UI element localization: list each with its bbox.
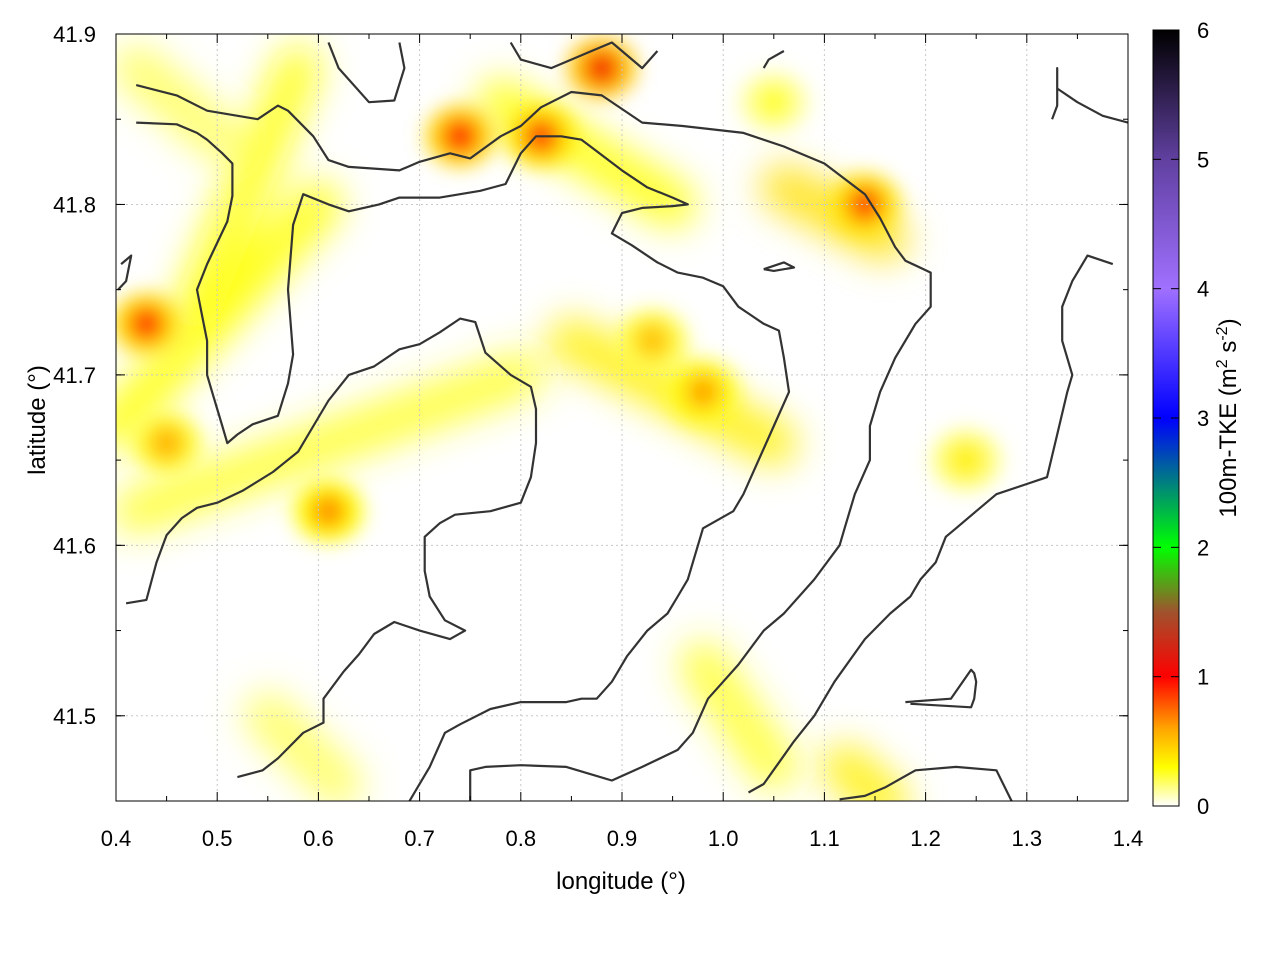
terrain-contour-line <box>135 84 932 801</box>
terrain-contour-line <box>839 765 1013 801</box>
tke-hotspot <box>948 442 985 479</box>
x-tick-label: 0.6 <box>303 826 334 851</box>
colorbar-ticks: 0 1 2 3 4 5 6 <box>1153 18 1209 819</box>
terrain-contour-line <box>905 668 978 709</box>
tke-hotspot <box>128 305 165 342</box>
x-tick-label: 1.3 <box>1012 826 1043 851</box>
x-tick-label: 0.8 <box>506 826 537 851</box>
terrain-contour-line <box>509 41 659 70</box>
x-axis-ticks: 0.4 0.5 0.6 0.7 0.8 0.9 1.0 1.1 1.2 1.3 1.4 <box>101 34 1144 851</box>
y-tick-label: 41.7 <box>53 363 96 388</box>
colorbar-title: 100m-TKE (m2 s-2) <box>1214 318 1242 517</box>
x-tick-label: 1.4 <box>1113 826 1144 851</box>
y-tick-label: 41.5 <box>53 704 96 729</box>
terrain-contour-line <box>117 254 133 291</box>
tke-band <box>244 692 362 801</box>
tke-hotspot <box>634 322 671 359</box>
y-axis-ticks: 41.5 41.6 41.7 41.8 41.9 <box>53 22 1128 802</box>
terrain-contour-line <box>762 50 785 69</box>
terrain-contour-line <box>1051 66 1128 124</box>
tke-band <box>116 351 544 535</box>
colorbar-tick-label: 0 <box>1197 794 1209 819</box>
terrain-contour-line <box>327 42 406 104</box>
y-tick-label: 41.6 <box>53 533 96 558</box>
colorbar: 0 1 2 3 4 5 6 100m-TKE (m2 s-2) <box>1152 18 1242 819</box>
tke-bands <box>116 45 909 801</box>
x-tick-label: 0.4 <box>101 826 132 851</box>
tke-hotspot <box>148 425 185 462</box>
colorbar-tick-label: 3 <box>1197 406 1209 431</box>
tke-hotspot <box>310 493 347 530</box>
terrain-contour-line <box>136 121 791 801</box>
x-tick-label: 0.5 <box>202 826 233 851</box>
colorbar-tick-label: 1 <box>1197 665 1209 690</box>
x-tick-label: 1.0 <box>708 826 739 851</box>
colorbar-tick-label: 5 <box>1197 147 1209 172</box>
colorbar-tick-label: 6 <box>1197 18 1209 43</box>
colorbar-tick-label: 4 <box>1197 277 1209 302</box>
tke-hotspot <box>755 84 792 121</box>
x-axis-title: longitude (°) <box>556 868 686 895</box>
terrain-contours <box>117 41 1128 801</box>
tke-hotspots <box>116 38 1001 542</box>
terrain-contour-line <box>763 261 796 272</box>
colorbar-tick-label: 2 <box>1197 535 1209 560</box>
tke-hotspot <box>442 118 479 155</box>
y-tick-label: 41.8 <box>53 192 96 217</box>
tke-hotspot <box>583 50 620 87</box>
x-tick-label: 0.9 <box>607 826 638 851</box>
tke-hotspot <box>684 373 721 410</box>
plot-area: 0.4 0.5 0.6 0.7 0.8 0.9 1.0 1.1 1.2 1.3 1.4 41.541… <box>53 22 1143 851</box>
x-tick-label: 0.7 <box>404 826 435 851</box>
terrain-contour-line <box>747 254 1114 794</box>
tke-band <box>116 45 241 160</box>
x-tick-label: 1.2 <box>910 826 941 851</box>
tke-band <box>821 743 909 801</box>
y-axis-title: latitude (°) <box>24 365 51 475</box>
x-tick-label: 1.1 <box>809 826 840 851</box>
tke-field <box>116 38 1001 801</box>
y-tick-label: 41.9 <box>53 22 96 47</box>
tke-band <box>679 641 797 790</box>
tke-hotspot <box>846 186 883 223</box>
terrain-contour-line <box>125 317 538 779</box>
